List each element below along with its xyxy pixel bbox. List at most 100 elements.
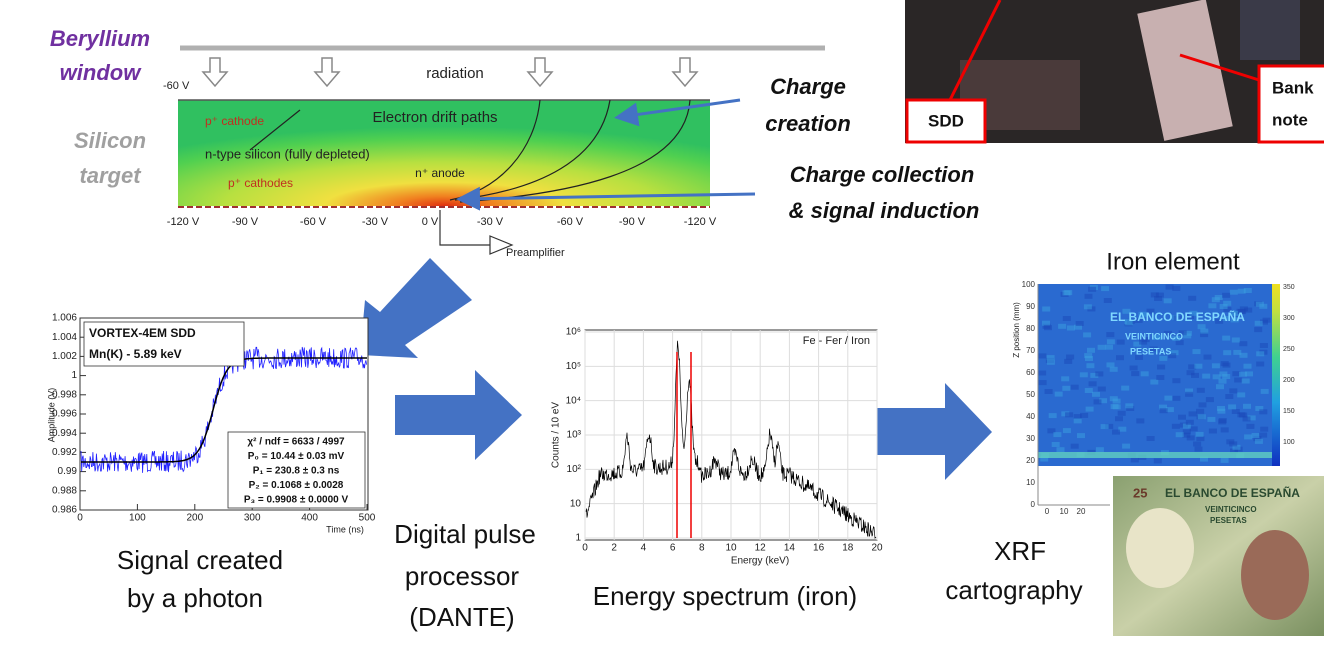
x-tick-label: 8: [699, 543, 705, 554]
voltage-label: -60 V: [300, 216, 327, 228]
map-pixel: [1229, 388, 1237, 393]
annotation: creation: [765, 111, 851, 136]
map-pixel: [1194, 364, 1202, 369]
axis-label: Time (ns): [326, 524, 364, 534]
x-tick-label: 200: [186, 513, 203, 524]
map-pixel: [1208, 303, 1216, 308]
map-pixel: [1047, 355, 1055, 360]
map-pixel: [1176, 432, 1184, 437]
voltage-label: -30 V: [477, 216, 504, 228]
map-pixel: [1125, 403, 1133, 408]
map-pixel: [1220, 304, 1228, 309]
map-pixel: [1065, 412, 1073, 417]
map-pixel: [1254, 327, 1262, 332]
map-pixel: [1095, 371, 1103, 376]
map-pixel: [1130, 366, 1138, 371]
window-label: window: [60, 60, 143, 85]
y-tick-label: 0.986: [52, 505, 77, 516]
map-pixel: [1044, 325, 1052, 330]
y-tick-label: 10⁵: [566, 361, 581, 372]
y-tick-label: 90: [1026, 302, 1035, 311]
photo-label: note: [1272, 110, 1308, 129]
annotation: Charge collection: [790, 162, 975, 187]
x-tick-label: 14: [784, 543, 796, 554]
map-pixel: [1085, 294, 1093, 299]
x-tick-label: 20: [1077, 507, 1086, 516]
map-pixel: [1237, 392, 1245, 397]
detector-label: n-type silicon (fully depleted): [205, 146, 370, 161]
map-pixel: [1219, 379, 1227, 384]
map-pixel: [1256, 351, 1264, 356]
map-pixel: [1204, 355, 1212, 360]
x-tick-label: 0: [77, 513, 83, 524]
map-pixel: [1193, 442, 1201, 447]
map-pixel: [1217, 409, 1225, 414]
map-pixel: [1045, 389, 1053, 394]
map-pixel: [1185, 392, 1193, 397]
map-pixel: [1098, 387, 1106, 392]
map-pixel: [1164, 298, 1172, 303]
map-pixel: [1096, 447, 1104, 452]
x-tick-label: 16: [813, 543, 825, 554]
banknote-text: VEINTICINCO: [1205, 505, 1257, 514]
map-pixel: [1172, 378, 1180, 383]
map-pixel: [1104, 298, 1112, 303]
fit-line: P₃ = 0.9908 ± 0.0000 V: [244, 495, 349, 506]
map-pixel: [1086, 407, 1094, 412]
banknote-detail: [1126, 508, 1194, 588]
map-pixel: [1080, 413, 1088, 418]
map-pixel: [1101, 286, 1109, 291]
x-tick-label: 18: [842, 543, 854, 554]
x-tick-label: 6: [670, 543, 676, 554]
map-pixel: [1136, 418, 1144, 423]
map-pixel: [1209, 429, 1217, 434]
map-pixel: [1243, 416, 1251, 421]
x-tick-label: 0: [582, 543, 588, 554]
map-pixel: [1049, 413, 1057, 418]
y-tick-label: 80: [1026, 324, 1035, 333]
map-pixel: [1038, 371, 1046, 376]
map-pixel: [1240, 353, 1248, 358]
map-pixel: [1117, 340, 1125, 345]
caption: processor: [405, 561, 519, 591]
x-tick-label: 400: [301, 513, 318, 524]
map-pixel: [1228, 404, 1236, 409]
x-tick-label: 300: [244, 513, 261, 524]
map-pixel: [1085, 388, 1093, 393]
map-pixel: [1063, 316, 1071, 321]
x-tick-label: 2: [611, 543, 617, 554]
banknote-text: 25: [1133, 485, 1147, 500]
map-band: [1038, 452, 1272, 458]
map-pixel: [1206, 397, 1214, 402]
detector-label: n⁺ anode: [415, 166, 465, 180]
map-pixel: [1077, 433, 1085, 438]
legend-text: Fe - Fer / Iron: [803, 335, 870, 347]
map-pixel: [1116, 355, 1124, 360]
y-tick-label: 10³: [567, 430, 582, 441]
map-pixel: [1232, 409, 1240, 414]
map-pixel: [1234, 378, 1242, 383]
map-pixel: [1246, 424, 1254, 429]
map-pixel: [1260, 427, 1268, 432]
annotation: & signal induction: [789, 198, 980, 223]
colorbar-label: 250: [1283, 346, 1295, 353]
flow-arrow: [360, 258, 472, 358]
map-pixel: [1196, 432, 1204, 437]
figure: Beryllium window Silicon target -60 V ra…: [0, 0, 1324, 667]
fit-line: χ² / ndf = 6633 / 4997: [247, 437, 345, 448]
caption: Digital pulse: [394, 519, 536, 549]
map-pixel: [1106, 332, 1114, 337]
map-pixel: [1042, 321, 1050, 326]
map-pixel: [1198, 324, 1206, 329]
map-pixel: [1084, 304, 1092, 309]
map-pixel: [1260, 343, 1268, 348]
y-tick-label: 0: [1031, 500, 1036, 509]
legend-text: Mn(K) - 5.89 keV: [89, 347, 182, 361]
banknote-text: EL BANCO DE ESPAÑA: [1165, 485, 1300, 500]
map-pixel: [1252, 433, 1260, 438]
photo-label: SDD: [928, 111, 964, 130]
y-tick-label: 1: [71, 370, 77, 381]
map-pixel: [1242, 379, 1250, 384]
map-pixel: [1063, 290, 1071, 295]
map-pixel: [1131, 371, 1139, 376]
